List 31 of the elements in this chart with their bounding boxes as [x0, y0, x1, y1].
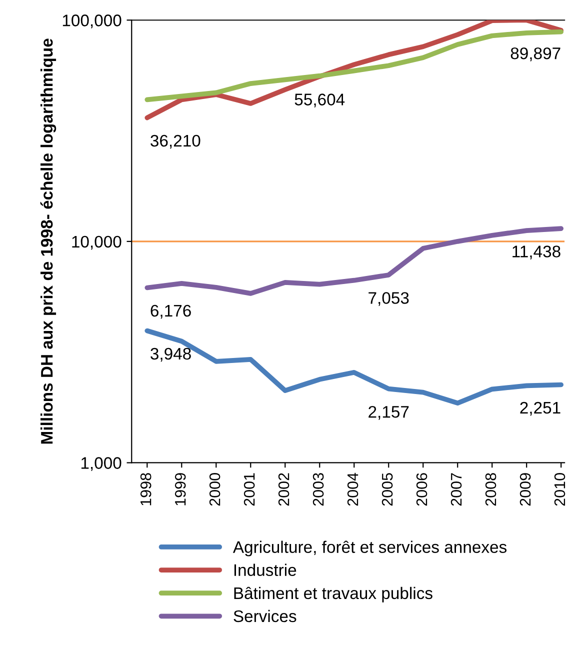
- y-tick-label: 10,000: [72, 236, 122, 250]
- x-tick-label: 1999: [174, 473, 186, 506]
- legend-label: Agriculture, forêt et services annexes: [232, 540, 507, 556]
- x-tick-label: 2008: [485, 473, 496, 506]
- legend-label: Services: [234, 610, 296, 622]
- y-axis-title: Millions DH aux prix de 1998- échelle logarithmique: [40, 38, 56, 444]
- annotation: 6,176: [150, 304, 191, 319]
- x-tick-label: 2007: [450, 473, 462, 506]
- x-tick-label: 2000: [209, 473, 220, 506]
- annotation: 2,157: [368, 406, 409, 420]
- annotation: 2,251: [520, 402, 560, 416]
- y-tick-label: 100,000: [62, 14, 122, 28]
- annotation: 36,210: [150, 134, 200, 149]
- y-tick-label: 1,000: [81, 457, 122, 471]
- x-tick-label: 2005: [382, 473, 393, 506]
- legend-label: Bâtiment et travaux publics: [234, 586, 432, 602]
- x-tick-label: 2001: [244, 473, 255, 506]
- x-tick-label: 1998: [140, 473, 152, 506]
- x-tick-label: 2009: [520, 473, 531, 506]
- legend-label: Industrie: [234, 564, 296, 576]
- x-tick-label: 2006: [416, 473, 428, 506]
- annotation: 7,053: [368, 292, 409, 306]
- annotation: 11,438: [512, 246, 560, 260]
- annotation: 55,604: [294, 94, 345, 108]
- x-tick-label: 2002: [278, 473, 290, 506]
- annotation: 89,897: [510, 47, 560, 62]
- x-tick-label: 2010: [554, 473, 566, 506]
- line-series: [144, 20, 564, 120]
- x-tick-label: 2004: [347, 472, 358, 506]
- annotation: 3,948: [150, 348, 191, 362]
- x-tick-label: 2003: [312, 473, 324, 506]
